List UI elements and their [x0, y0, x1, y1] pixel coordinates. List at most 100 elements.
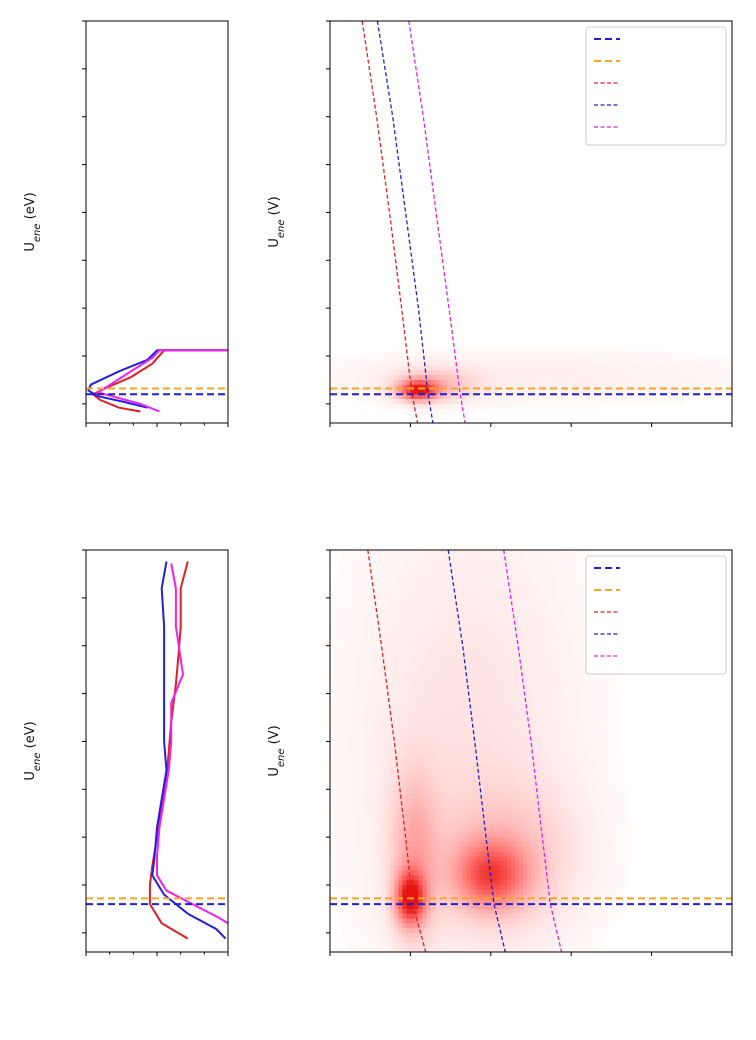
heatmap-cell	[382, 736, 387, 743]
heatmap-cell	[486, 846, 492, 853]
heatmap-cell	[498, 875, 504, 881]
heatmap-cell	[378, 712, 383, 719]
heatmap-cell	[474, 640, 480, 647]
heatmap-cell	[358, 365, 363, 371]
heatmap-cell	[651, 375, 657, 381]
heatmap-cell	[366, 932, 371, 939]
heatmap-cell	[394, 904, 399, 910]
heatmap-cell	[639, 356, 645, 362]
heatmap-cell	[394, 375, 399, 381]
heatmap-cell	[434, 408, 440, 415]
heatmap-cell	[378, 861, 383, 867]
heatmap-cell	[490, 617, 496, 623]
heatmap-cell	[354, 698, 359, 704]
heatmap-cell	[402, 588, 407, 594]
heatmap-cell	[679, 360, 685, 367]
heatmap-cell	[699, 384, 705, 391]
heatmap-cell	[450, 751, 456, 757]
heatmap-cell	[402, 693, 407, 699]
heatmap-cell	[390, 698, 395, 704]
heatmap-cell	[366, 856, 371, 862]
heatmap-cell	[354, 712, 359, 719]
a-map-intensity	[330, 346, 732, 415]
heatmap-cell	[434, 394, 440, 400]
heatmap-cell	[358, 736, 363, 743]
heatmap-cell	[390, 751, 395, 757]
heatmap-cell	[354, 660, 359, 666]
heatmap-cell	[494, 837, 500, 843]
heatmap-cell	[506, 356, 512, 362]
heatmap-cell	[354, 841, 359, 848]
heatmap-cell	[370, 559, 375, 565]
heatmap-cell	[398, 389, 403, 395]
heatmap-cell	[583, 399, 588, 405]
heatmap-cell	[442, 751, 448, 757]
heatmap-cell	[442, 794, 448, 800]
heatmap-cell	[458, 389, 464, 395]
heatmap-cell	[422, 904, 428, 910]
heatmap-cell	[559, 394, 564, 400]
heatmap-cell	[406, 803, 411, 810]
heatmap-cell	[418, 703, 424, 709]
heatmap-cell	[406, 550, 411, 556]
heatmap-cell	[330, 693, 335, 699]
heatmap-cell	[406, 554, 411, 561]
heatmap-cell	[418, 403, 424, 410]
heatmap-cell	[494, 808, 500, 814]
heatmap-cell	[342, 784, 347, 790]
heatmap-cell	[486, 947, 492, 952]
heatmap-cell	[647, 365, 653, 371]
heatmap-cell	[502, 607, 508, 613]
heatmap-cell	[482, 621, 488, 628]
heatmap-cell	[498, 664, 504, 671]
heatmap-cell	[338, 588, 343, 594]
heatmap-cell	[454, 394, 460, 400]
heatmap-cell	[410, 365, 416, 371]
heatmap-cell	[410, 918, 416, 924]
heatmap-cell	[378, 650, 383, 656]
heatmap-cell	[655, 365, 661, 371]
heatmap-cell	[418, 841, 424, 848]
heatmap-cell	[502, 727, 508, 733]
heatmap-cell	[474, 880, 480, 886]
heatmap-cell	[378, 932, 383, 939]
heatmap-cell	[490, 937, 496, 944]
heatmap-cell	[406, 612, 411, 618]
heatmap-cell	[442, 607, 448, 613]
heatmap-cell	[346, 650, 351, 656]
heatmap-cell	[354, 908, 359, 915]
heatmap-cell	[699, 360, 705, 367]
heatmap-cell	[374, 851, 379, 857]
heatmap-cell	[434, 736, 440, 743]
heatmap-cell	[426, 832, 432, 838]
heatmap-cell	[470, 693, 476, 699]
heatmap-cell	[374, 908, 379, 915]
heatmap-cell	[362, 655, 367, 661]
heatmap-cell	[410, 583, 416, 589]
heatmap-cell	[402, 798, 407, 805]
heatmap-cell	[695, 375, 701, 381]
heatmap-cell	[374, 832, 379, 838]
heatmap-cell	[434, 832, 440, 838]
heatmap-cell	[506, 384, 512, 391]
heatmap-cell	[378, 717, 383, 723]
heatmap-cell	[386, 717, 391, 723]
heatmap-cell	[338, 865, 343, 872]
heatmap-cell	[358, 885, 363, 891]
heatmap-cell	[719, 360, 725, 367]
heatmap-cell	[446, 870, 452, 877]
heatmap-cell	[330, 774, 335, 781]
heatmap-cell	[547, 346, 552, 352]
heatmap-cell	[539, 394, 544, 400]
heatmap-cell	[414, 803, 420, 810]
heatmap-cell	[418, 550, 424, 556]
heatmap-cell	[334, 573, 339, 580]
heatmap-cell	[474, 746, 480, 752]
heatmap-cell	[378, 379, 383, 386]
heatmap-cell	[354, 636, 359, 642]
heatmap-cell	[719, 394, 725, 400]
heatmap-cell	[342, 880, 347, 886]
heatmap-cell	[551, 384, 556, 391]
heatmap-cell	[683, 375, 689, 381]
heatmap-cell	[406, 617, 411, 623]
